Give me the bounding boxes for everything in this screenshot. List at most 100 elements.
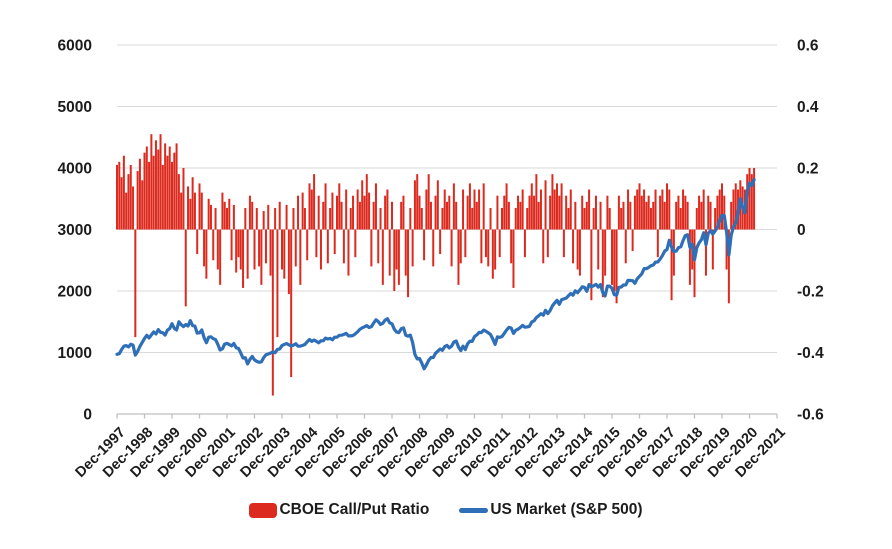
- bar: [462, 189, 465, 230]
- right-axis-tick-label: 0.6: [797, 38, 819, 55]
- bar: [287, 229, 290, 295]
- bar: [613, 229, 616, 291]
- bar: [308, 183, 311, 230]
- bar: [434, 195, 437, 230]
- bar: [507, 201, 510, 230]
- bar: [429, 201, 432, 230]
- bar: [666, 183, 668, 230]
- bar: [127, 174, 130, 230]
- bar: [182, 168, 185, 230]
- bar: [354, 229, 357, 258]
- bar: [588, 189, 591, 230]
- bar: [294, 229, 297, 267]
- bar: [585, 201, 588, 230]
- bar: [120, 177, 123, 230]
- bar: [393, 229, 396, 291]
- bar: [239, 229, 242, 270]
- bar: [230, 229, 233, 261]
- bar: [171, 161, 173, 230]
- bar: [180, 192, 183, 230]
- bar: [521, 189, 524, 230]
- bar: [709, 201, 712, 230]
- bar: [711, 229, 714, 270]
- bar: [306, 229, 309, 261]
- bar: [187, 186, 190, 230]
- bar: [723, 195, 726, 230]
- bar: [590, 229, 593, 301]
- bar: [457, 229, 460, 285]
- bar: [116, 164, 118, 230]
- bar: [615, 229, 618, 304]
- bar: [627, 189, 630, 230]
- bar: [601, 229, 604, 298]
- bar: [322, 201, 325, 230]
- bar: [159, 134, 162, 230]
- bar: [276, 229, 279, 338]
- bar: [698, 195, 701, 230]
- bar: [439, 229, 442, 255]
- bar: [450, 229, 453, 267]
- bar: [542, 229, 545, 264]
- bar: [150, 134, 153, 230]
- bar: [271, 229, 274, 396]
- bar: [753, 168, 756, 230]
- bar: [352, 195, 355, 230]
- bar: [145, 146, 148, 230]
- bar: [278, 201, 281, 230]
- bar: [572, 229, 575, 264]
- bar: [661, 189, 664, 230]
- bar: [716, 195, 719, 230]
- bar: [129, 164, 132, 230]
- legend-item-us-market: US Market (S&P 500): [459, 501, 643, 519]
- bar: [125, 192, 128, 230]
- bar: [370, 229, 373, 267]
- bar: [136, 171, 139, 230]
- bar: [207, 198, 210, 230]
- bar: [138, 158, 141, 230]
- bar: [358, 201, 361, 230]
- bar: [315, 229, 318, 258]
- bar: [544, 180, 547, 230]
- right-axis-tick-label: 0.2: [797, 161, 819, 178]
- bar: [193, 192, 196, 230]
- bar: [643, 189, 646, 230]
- bar: [313, 174, 316, 230]
- bar: [214, 207, 217, 230]
- bar: [329, 207, 332, 230]
- bar: [629, 201, 632, 230]
- bar: [388, 229, 391, 276]
- bar: [459, 229, 462, 264]
- right-axis-tick-label: -0.6: [797, 407, 824, 424]
- bar: [409, 207, 412, 230]
- bar: [675, 201, 678, 230]
- bar: [556, 183, 558, 230]
- bar: [400, 201, 403, 230]
- bar: [592, 207, 595, 230]
- bar: [310, 189, 313, 230]
- bar: [235, 229, 238, 273]
- bar: [244, 207, 247, 230]
- bar: [141, 180, 144, 230]
- bar: [523, 229, 526, 258]
- bar: [494, 229, 497, 270]
- bar: [425, 189, 428, 230]
- bar: [154, 140, 157, 230]
- bar: [686, 201, 689, 230]
- bar: [274, 207, 277, 230]
- left-axis-tick-label: 3000: [58, 222, 92, 239]
- bar: [583, 207, 586, 230]
- bar: [177, 174, 180, 230]
- bar: [173, 152, 176, 230]
- bar: [551, 174, 554, 230]
- bar: [448, 195, 451, 230]
- bar: [336, 195, 338, 230]
- bar: [537, 201, 540, 230]
- bar: [622, 201, 625, 230]
- bar: [292, 207, 295, 230]
- bar: [475, 201, 478, 230]
- bar: [702, 189, 705, 230]
- bar: [196, 229, 199, 255]
- bar: [714, 207, 717, 230]
- bar: [654, 189, 657, 230]
- left-axis-tick-label: 4000: [58, 161, 92, 178]
